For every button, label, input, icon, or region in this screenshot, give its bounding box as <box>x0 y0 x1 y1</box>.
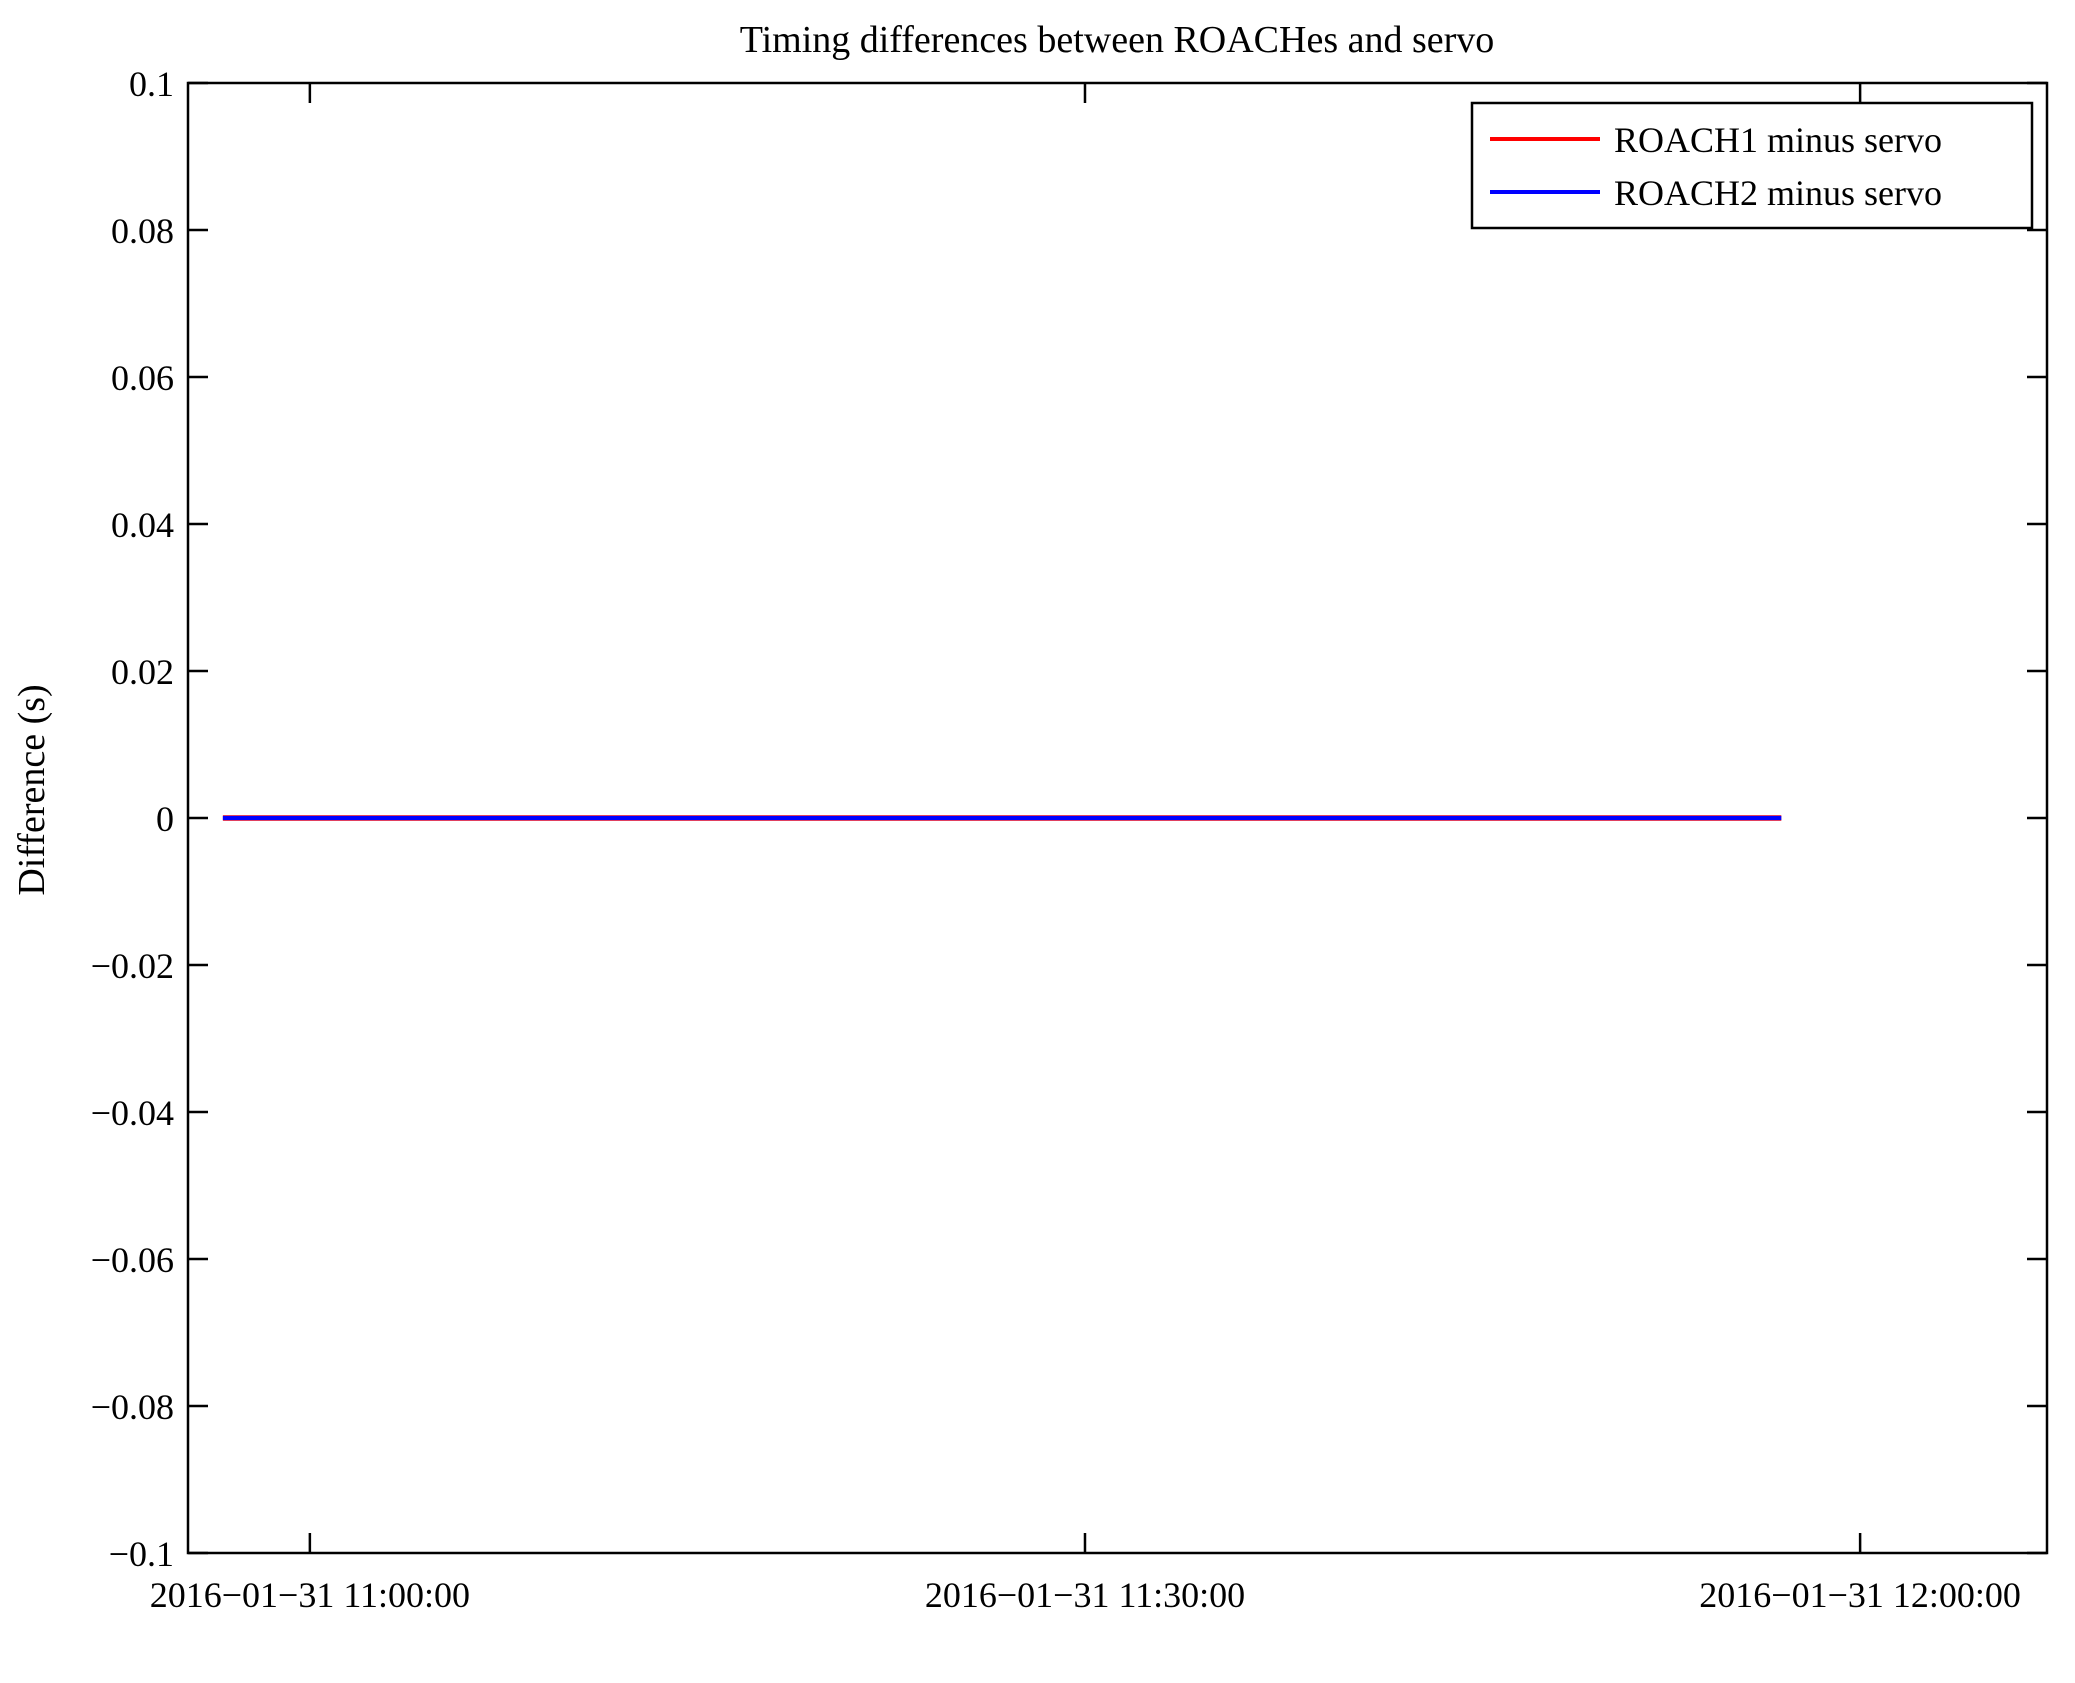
legend-label-1: ROACH1 minus servo <box>1614 120 1942 160</box>
y-tick-label: 0.08 <box>111 211 174 251</box>
y-axis-label: Difference (s) <box>11 684 53 895</box>
legend-label-2: ROACH2 minus servo <box>1614 173 1942 213</box>
y-tick-label: −0.02 <box>91 946 174 986</box>
y-tick-label: 0.1 <box>129 64 174 104</box>
y-tick-label: 0.02 <box>111 652 174 692</box>
x-tick-label: 2016−01−31 11:30:00 <box>925 1575 1245 1615</box>
y-tick-label: −0.04 <box>91 1093 174 1133</box>
x-tick-label: 2016−01−31 12:00:00 <box>1699 1575 2021 1615</box>
legend-box <box>1470 101 2034 230</box>
y-tick-label: −0.06 <box>91 1240 174 1280</box>
y-tick-label: −0.1 <box>109 1534 174 1574</box>
y-tick-label: 0.06 <box>111 358 174 398</box>
y-tick-label: 0.04 <box>111 505 174 545</box>
x-tick-label: 2016−01−31 11:00:00 <box>150 1575 470 1615</box>
y-tick-label: −0.08 <box>91 1387 174 1427</box>
chart-title: Timing differences between ROACHes and s… <box>740 19 1495 61</box>
y-tick-label: 0 <box>156 799 174 839</box>
